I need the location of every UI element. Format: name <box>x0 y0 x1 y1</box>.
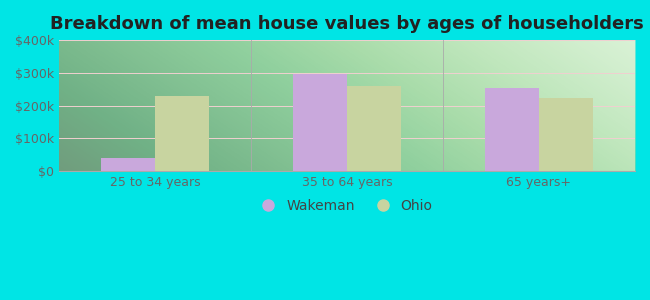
Bar <box>539 98 593 171</box>
Legend: Wakeman, Ohio: Wakeman, Ohio <box>255 194 438 219</box>
Title: Breakdown of mean house values by ages of householders: Breakdown of mean house values by ages o… <box>50 15 644 33</box>
Bar <box>347 86 401 171</box>
Bar <box>293 74 347 171</box>
Bar <box>101 158 155 171</box>
Bar <box>486 88 539 171</box>
Bar <box>155 96 209 171</box>
